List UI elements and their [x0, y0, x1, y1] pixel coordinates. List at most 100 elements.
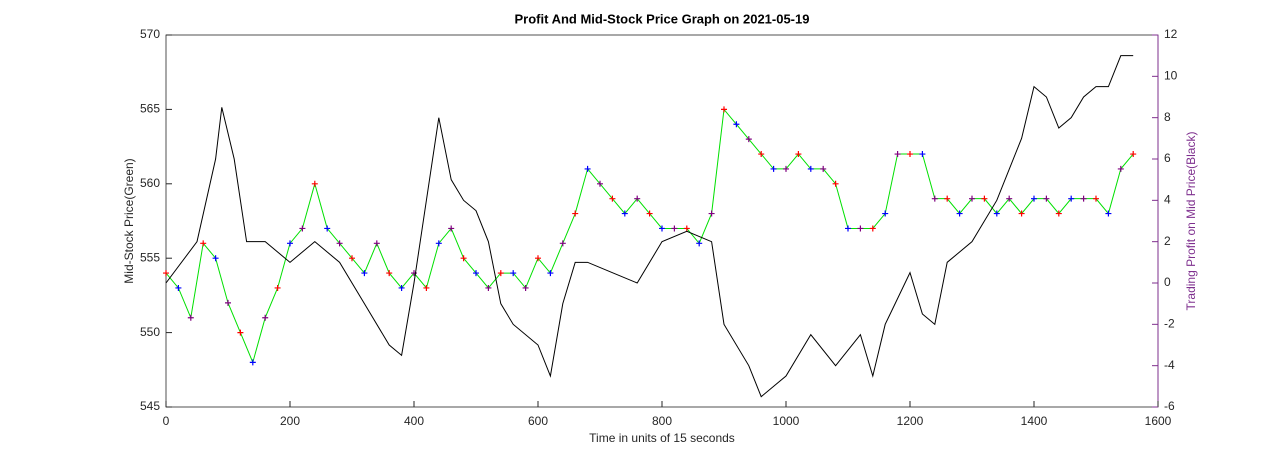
trade-marker	[894, 151, 901, 158]
trade-marker	[175, 284, 182, 291]
trade-marker	[919, 151, 926, 158]
trade-marker	[956, 210, 963, 217]
trade-marker	[1018, 210, 1025, 217]
trade-marker	[299, 225, 306, 232]
y2-tick-label: 12	[1164, 27, 1178, 41]
x-tick-label: 800	[652, 414, 672, 428]
trade-marker	[1055, 210, 1062, 217]
trade-marker	[448, 225, 455, 232]
x-tick-label: 400	[404, 414, 424, 428]
trade-marker	[869, 225, 876, 232]
series-line	[165, 108, 1134, 364]
trade-marker	[721, 106, 727, 113]
y-tick-label: 560	[140, 176, 160, 190]
y2-tick-label: 4	[1164, 193, 1171, 207]
trade-marker	[646, 210, 653, 217]
trade-marker	[373, 240, 380, 247]
y2-tick-label: 8	[1164, 110, 1171, 124]
x-tick-label: 200	[280, 414, 300, 428]
x-axis-label: Time in units of 15 seconds	[589, 431, 735, 445]
trade-marker	[200, 240, 207, 247]
trade-marker	[572, 210, 579, 217]
trade-marker	[981, 195, 988, 202]
trade-marker	[1117, 165, 1124, 172]
y-tick-label: 565	[140, 102, 160, 116]
x-tick-label: 0	[163, 414, 170, 428]
trade-marker	[621, 210, 628, 217]
trade-marker	[547, 270, 554, 277]
plot-frame	[165, 34, 1159, 408]
trade-marker	[597, 180, 603, 187]
trade-marker	[287, 240, 293, 247]
y2-tick-label: -4	[1164, 358, 1175, 372]
trade-marker	[882, 210, 889, 217]
y2-axis-label: Trading Profit on Mid Price(Black)	[1184, 132, 1198, 311]
trade-marker	[460, 255, 467, 262]
trade-marker	[237, 329, 244, 336]
y2-tick-label: 2	[1164, 234, 1171, 248]
y2-tick-label: -6	[1164, 399, 1175, 413]
trade-marker	[993, 210, 1000, 217]
trade-marker	[1130, 151, 1137, 158]
trade-marker	[584, 165, 591, 172]
series-line	[165, 55, 1134, 398]
y-tick-label: 555	[140, 250, 160, 264]
trade-marker	[1031, 195, 1037, 202]
trade-marker	[187, 314, 194, 321]
y2-tick-label: 0	[1164, 275, 1171, 289]
trade-marker	[857, 225, 864, 232]
trade-marker	[1043, 195, 1050, 202]
trade-marker	[745, 136, 752, 143]
x-tick-label: 1000	[773, 414, 800, 428]
trade-marker	[733, 121, 740, 128]
trade-marker	[349, 255, 355, 262]
trade-marker	[535, 255, 541, 262]
y-axis-label: Mid-Stock Price(Green)	[122, 158, 136, 283]
trade-marker	[324, 225, 331, 232]
x-tick-label: 1600	[1145, 414, 1172, 428]
trade-marker	[845, 225, 851, 232]
trade-marker	[398, 284, 405, 291]
trade-marker	[683, 225, 690, 232]
trade-marker	[522, 284, 529, 291]
trade-marker	[485, 284, 492, 291]
chart-title: Profit And Mid-Stock Price Graph on 2021…	[515, 11, 810, 26]
trade-marker	[336, 240, 343, 247]
x-tick-label: 1400	[1021, 414, 1048, 428]
y2-tick-label: 10	[1164, 69, 1178, 83]
trade-marker	[1006, 195, 1013, 202]
x-tick-label: 1200	[897, 414, 924, 428]
trade-marker	[249, 359, 256, 366]
trade-marker	[907, 151, 913, 158]
y-tick-label: 550	[140, 325, 160, 339]
trade-marker	[795, 151, 802, 158]
trade-marker	[1093, 195, 1099, 202]
trade-marker	[361, 270, 368, 277]
x-tick-label: 600	[528, 414, 548, 428]
trade-marker	[311, 180, 318, 187]
trade-marker	[671, 225, 678, 232]
trade-marker	[435, 240, 442, 247]
trade-marker	[411, 270, 417, 277]
trade-marker	[510, 270, 517, 277]
trade-marker	[473, 270, 479, 277]
trade-marker	[1068, 195, 1075, 202]
y-tick-label: 545	[140, 399, 160, 413]
trade-marker	[931, 195, 938, 202]
trade-marker	[1105, 210, 1112, 217]
trade-marker	[423, 284, 430, 291]
trade-marker	[634, 195, 641, 202]
trade-marker	[820, 165, 827, 172]
trade-marker	[274, 284, 281, 291]
trade-marker	[708, 210, 715, 217]
y-tick-label: 570	[140, 27, 160, 41]
trade-marker	[944, 195, 951, 202]
trade-marker	[770, 165, 777, 172]
trade-marker	[609, 195, 616, 202]
y2-tick-label: 6	[1164, 151, 1171, 165]
trade-marker	[783, 165, 789, 172]
trade-marker	[659, 225, 665, 232]
trade-marker	[225, 299, 231, 306]
trade-marker	[559, 240, 566, 247]
